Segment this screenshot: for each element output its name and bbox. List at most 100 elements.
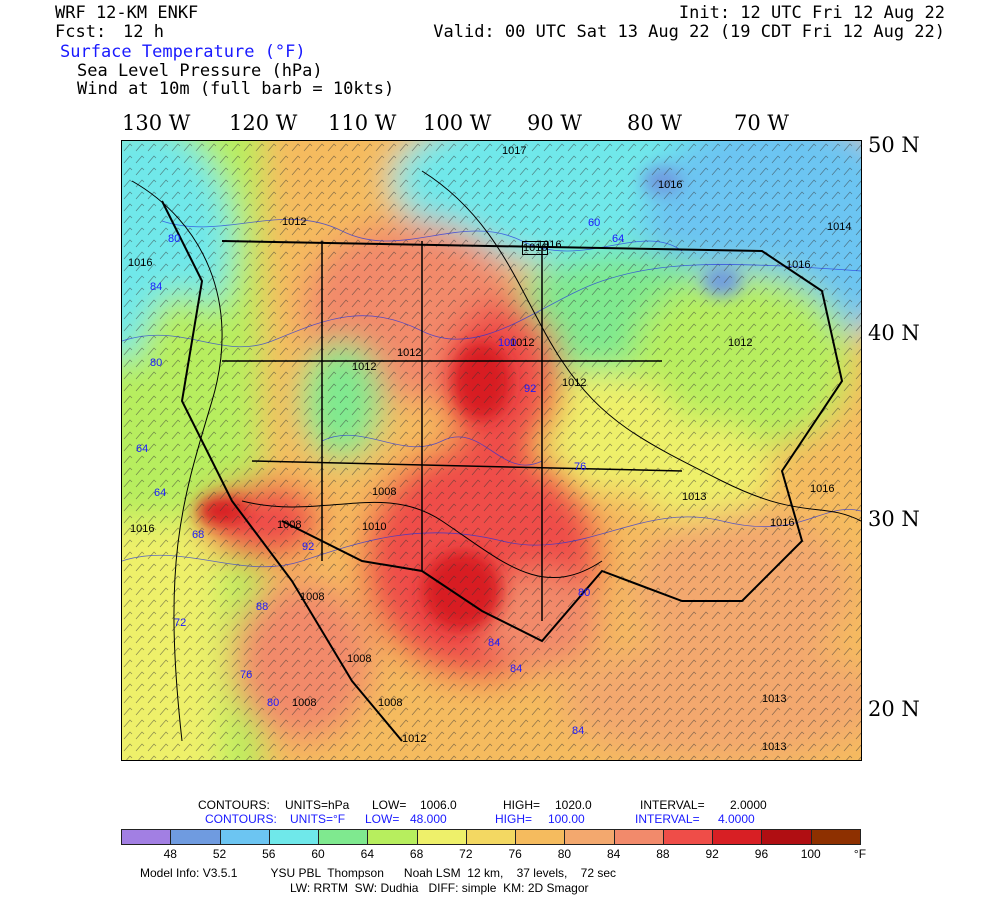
pressure-label: 1017 bbox=[502, 145, 527, 157]
pressure-label: 1008 bbox=[292, 697, 317, 709]
field-pressure: Sea Level Pressure (hPa) bbox=[77, 61, 323, 81]
colorbar-tick: 56 bbox=[262, 847, 276, 861]
pressure-label: 1016 bbox=[522, 241, 549, 255]
temp-label: 64 bbox=[136, 443, 149, 455]
colorbar-tick: 72 bbox=[459, 847, 473, 861]
pressure-label: 1016 bbox=[810, 483, 835, 495]
temp-label: 72 bbox=[174, 617, 187, 629]
temp-label: 80 bbox=[578, 587, 591, 599]
field-temperature: Surface Temperature (°F) bbox=[60, 42, 306, 62]
colorbar-swatch bbox=[465, 829, 517, 845]
pressure-label: 1016 bbox=[786, 259, 811, 271]
lon-label-80w: 80 W bbox=[627, 111, 682, 135]
temp-label: 84 bbox=[150, 281, 163, 293]
temp-label: 64 bbox=[154, 487, 167, 499]
pressure-label: 1014 bbox=[827, 221, 852, 233]
contours-low-f: 48.000 bbox=[410, 812, 447, 826]
pressure-label: 1012 bbox=[728, 337, 753, 349]
lon-label-90w: 90 W bbox=[527, 111, 582, 135]
contours-units-f: UNITS=°F bbox=[290, 812, 346, 826]
pressure-label: 1013 bbox=[762, 741, 787, 753]
lon-label-70w: 70 W bbox=[734, 111, 789, 135]
contours-interval-label-temp: INTERVAL= bbox=[635, 812, 700, 826]
pressure-label: 1016 bbox=[537, 239, 562, 251]
pressure-label: 1012 bbox=[510, 337, 535, 349]
contours-interval-label: INTERVAL= bbox=[640, 798, 705, 812]
colorbar-swatch bbox=[712, 829, 763, 845]
model-title: WRF 12-KM ENKF bbox=[55, 3, 199, 23]
colorbar-tick: 76 bbox=[508, 847, 522, 861]
contours-high-f: 100.00 bbox=[548, 812, 585, 826]
colorbar-tick: 92 bbox=[705, 847, 719, 861]
colorbar-swatch bbox=[219, 829, 270, 845]
contours-label-temp: CONTOURS: bbox=[205, 812, 277, 826]
temp-label: 80 bbox=[168, 233, 181, 245]
state-borders bbox=[161, 200, 844, 742]
colorbar-swatch bbox=[367, 829, 418, 845]
colorbar-unit: °F bbox=[853, 847, 867, 861]
lon-label-130w: 130 W bbox=[122, 111, 191, 135]
colorbar-swatch bbox=[515, 829, 566, 845]
model-info-line1: Model Info: V3.5.1 YSU PBL Thompson Noah… bbox=[140, 866, 617, 880]
colorbar-swatch bbox=[268, 829, 320, 845]
temp-label: 88 bbox=[256, 601, 269, 613]
colorbar-swatch bbox=[564, 829, 615, 845]
map-canvas bbox=[122, 141, 861, 760]
forecast-label: Fcst: bbox=[55, 22, 107, 42]
pressure-label: 1008 bbox=[372, 486, 397, 498]
pressure-label: 1016 bbox=[128, 257, 153, 269]
temperature-map: 1016 1017 1016 1016 1016 1016 1014 1012 … bbox=[121, 140, 862, 761]
pressure-label: 1008 bbox=[300, 591, 325, 603]
pressure-label: 1008 bbox=[277, 519, 302, 531]
colorbar-swatch bbox=[810, 829, 861, 845]
forecast-hour: 12 h bbox=[123, 22, 164, 42]
field-wind: Wind at 10m (full barb = 10kts) bbox=[77, 79, 395, 99]
isotherm-contours bbox=[122, 219, 861, 568]
temp-label: 80 bbox=[150, 357, 163, 369]
colorbar-tick: 96 bbox=[754, 847, 769, 861]
temp-label: 92 bbox=[302, 541, 315, 553]
contours-low-label: LOW= bbox=[372, 798, 407, 812]
pressure-label: 1016 bbox=[130, 523, 155, 535]
pressure-label: 1012 bbox=[352, 361, 377, 373]
colorbar-tick: 60 bbox=[311, 847, 325, 861]
lat-label-40n: 40 N bbox=[868, 321, 920, 345]
colorbar-tick: 48 bbox=[163, 847, 177, 861]
lat-label-20n: 20 N bbox=[868, 697, 920, 721]
pressure-label: 1012 bbox=[402, 733, 427, 745]
lat-label-30n: 30 N bbox=[868, 507, 920, 531]
temp-label: 68 bbox=[192, 529, 205, 541]
colorbar-swatch bbox=[416, 829, 467, 845]
temp-label: 84 bbox=[510, 663, 523, 675]
pressure-label: 1008 bbox=[378, 697, 403, 709]
pressure-label: 1016 bbox=[770, 517, 795, 529]
contours-interval-f: 4.0000 bbox=[718, 812, 755, 826]
pressure-label: 1010 bbox=[362, 521, 387, 533]
colorbar-swatch bbox=[613, 829, 664, 845]
temp-label: 76 bbox=[574, 461, 587, 473]
colorbar-tick: 68 bbox=[409, 847, 424, 861]
contours-high-label: HIGH= bbox=[503, 798, 541, 812]
temp-label: 64 bbox=[612, 233, 625, 245]
contours-low-hpa: 1006.0 bbox=[420, 798, 457, 812]
valid-time: Valid: 00 UTC Sat 13 Aug 22 (19 CDT Fri … bbox=[433, 22, 945, 42]
temp-label: 76 bbox=[240, 669, 253, 681]
colorbar-tick: 52 bbox=[212, 847, 227, 861]
pressure-label: 1013 bbox=[682, 491, 707, 503]
temp-label: 84 bbox=[488, 637, 501, 649]
contours-interval-hpa: 2.0000 bbox=[730, 798, 767, 812]
colorbar-swatch bbox=[121, 829, 172, 845]
temp-label: 80 bbox=[267, 697, 280, 709]
pressure-label: 1008 bbox=[347, 653, 372, 665]
contours-high-label-temp: HIGH= bbox=[495, 812, 533, 826]
contours-units-hpa: UNITS=hPa bbox=[285, 798, 350, 812]
pressure-label: 1012 bbox=[397, 347, 422, 359]
colorbar-tick: 64 bbox=[360, 847, 374, 861]
colorbar-tick: 84 bbox=[606, 847, 621, 861]
pressure-label: 1013 bbox=[762, 693, 787, 705]
lon-label-110w: 110 W bbox=[328, 111, 397, 135]
init-time: Init: 12 UTC Fri 12 Aug 22 bbox=[678, 3, 945, 23]
colorbar-tick: 88 bbox=[656, 847, 670, 861]
lon-label-100w: 100 W bbox=[423, 111, 492, 135]
colorbar-swatch bbox=[170, 829, 221, 845]
